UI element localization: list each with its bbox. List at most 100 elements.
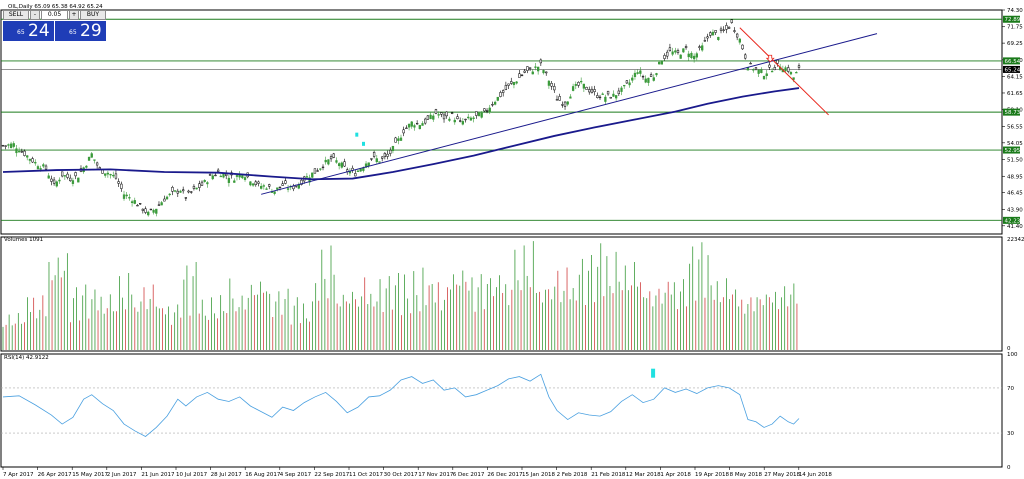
candle-body [735, 33, 739, 38]
candle-body [7, 144, 10, 146]
candle-body [426, 115, 430, 120]
candle-body [391, 145, 395, 152]
candle-body [722, 29, 725, 31]
candle-body [332, 153, 335, 158]
date-tick-label: 22 Sep 2017 [314, 472, 349, 478]
candle-body [36, 166, 40, 170]
candle-body [631, 77, 634, 81]
candle-body [407, 123, 411, 128]
candle-body [628, 82, 631, 86]
candle-body [133, 200, 136, 204]
candle-body [547, 80, 551, 86]
candle-body [251, 183, 255, 186]
candle-body [77, 177, 80, 183]
volume-bars [2, 241, 798, 350]
candle-body [577, 82, 580, 86]
candle-body [90, 153, 93, 158]
rsi-tick-label: 0 [1007, 465, 1011, 471]
candle-body [571, 86, 575, 91]
candle-body [652, 77, 655, 81]
rsi-pane-title: RSI(14) 42.9122 [4, 355, 49, 361]
candle-body [539, 59, 542, 64]
candle-body [138, 203, 142, 205]
candle-body [477, 112, 481, 117]
candle-body [182, 189, 185, 192]
candle-body [372, 152, 376, 157]
candle-body [545, 71, 548, 74]
candle-body [733, 30, 736, 32]
candle-body [106, 172, 110, 175]
candle-body [536, 66, 540, 72]
candle-body [512, 81, 516, 86]
candle-body [440, 112, 443, 115]
lot-decrease-button[interactable]: - [30, 10, 40, 20]
candle-body [52, 179, 56, 184]
candle-body [687, 53, 690, 58]
moving-average [2, 87, 800, 181]
downtrend-arrow-line [739, 27, 829, 116]
candle-body [192, 185, 196, 189]
candle-body [674, 50, 677, 53]
candle-body [225, 173, 228, 176]
candle-body [300, 179, 303, 185]
candle-body [730, 19, 733, 23]
candle-body [359, 168, 362, 172]
candle-body [717, 36, 720, 41]
lot-size-input[interactable]: 0.05 [41, 10, 68, 20]
candle-body [222, 173, 225, 178]
candle-body [744, 54, 747, 59]
signal-marker [355, 132, 359, 137]
candle-body [120, 183, 123, 189]
candle-body [389, 149, 392, 154]
candle-body [375, 158, 378, 163]
date-tick-label: 12 Mar 2018 [626, 472, 661, 478]
level-price-tag-text: 65.24 [1005, 67, 1021, 73]
candle-body [663, 55, 666, 59]
candle-body [518, 73, 521, 78]
candle-body [588, 89, 591, 93]
candle-body [480, 112, 483, 118]
candle-body [399, 137, 403, 141]
date-tick-label: 2 Feb 2018 [557, 472, 588, 478]
candle-body [17, 151, 21, 153]
price-tick-label: 61.65 [1007, 91, 1023, 97]
candle-body [523, 70, 526, 73]
candle-body [413, 125, 416, 128]
candle-body [381, 156, 384, 159]
candle-body [378, 161, 381, 163]
date-tick-label: 16 Aug 2017 [245, 472, 281, 478]
moving-average-line [2, 87, 800, 181]
rsi-tick-label: 70 [1007, 386, 1014, 392]
candle-body [268, 184, 271, 187]
candle-body [496, 96, 499, 101]
candle-body [278, 186, 282, 189]
lot-increase-button[interactable]: + [69, 10, 79, 20]
sell-button[interactable]: SELL [3, 10, 29, 20]
candle-body [87, 156, 91, 161]
candle-body [31, 158, 34, 163]
candle-body [9, 143, 13, 149]
candle-body [305, 176, 309, 178]
candle-body [784, 67, 787, 72]
rsi-tick-label: 30 [1007, 431, 1014, 437]
candle-body [319, 168, 322, 170]
candle-body [469, 117, 473, 121]
candle-body [58, 179, 61, 182]
candle-body [658, 61, 661, 65]
candle-body [762, 75, 766, 80]
candles [1, 19, 801, 217]
sell-price-box[interactable]: 65 24 [3, 21, 54, 41]
candle-body [160, 202, 163, 206]
candle-body [95, 162, 99, 166]
candle-body [198, 183, 201, 188]
buy-price-box[interactable]: 65 29 [55, 21, 106, 41]
candle-body [499, 92, 502, 97]
date-tick-label: 15 May 2017 [72, 472, 108, 478]
candle-body [367, 162, 370, 167]
buy-button[interactable]: BUY [80, 10, 106, 20]
candle-body [641, 76, 645, 78]
candle-body [550, 83, 553, 87]
candle-body [555, 99, 559, 101]
candle-body [173, 190, 177, 192]
candle-body [329, 156, 333, 160]
